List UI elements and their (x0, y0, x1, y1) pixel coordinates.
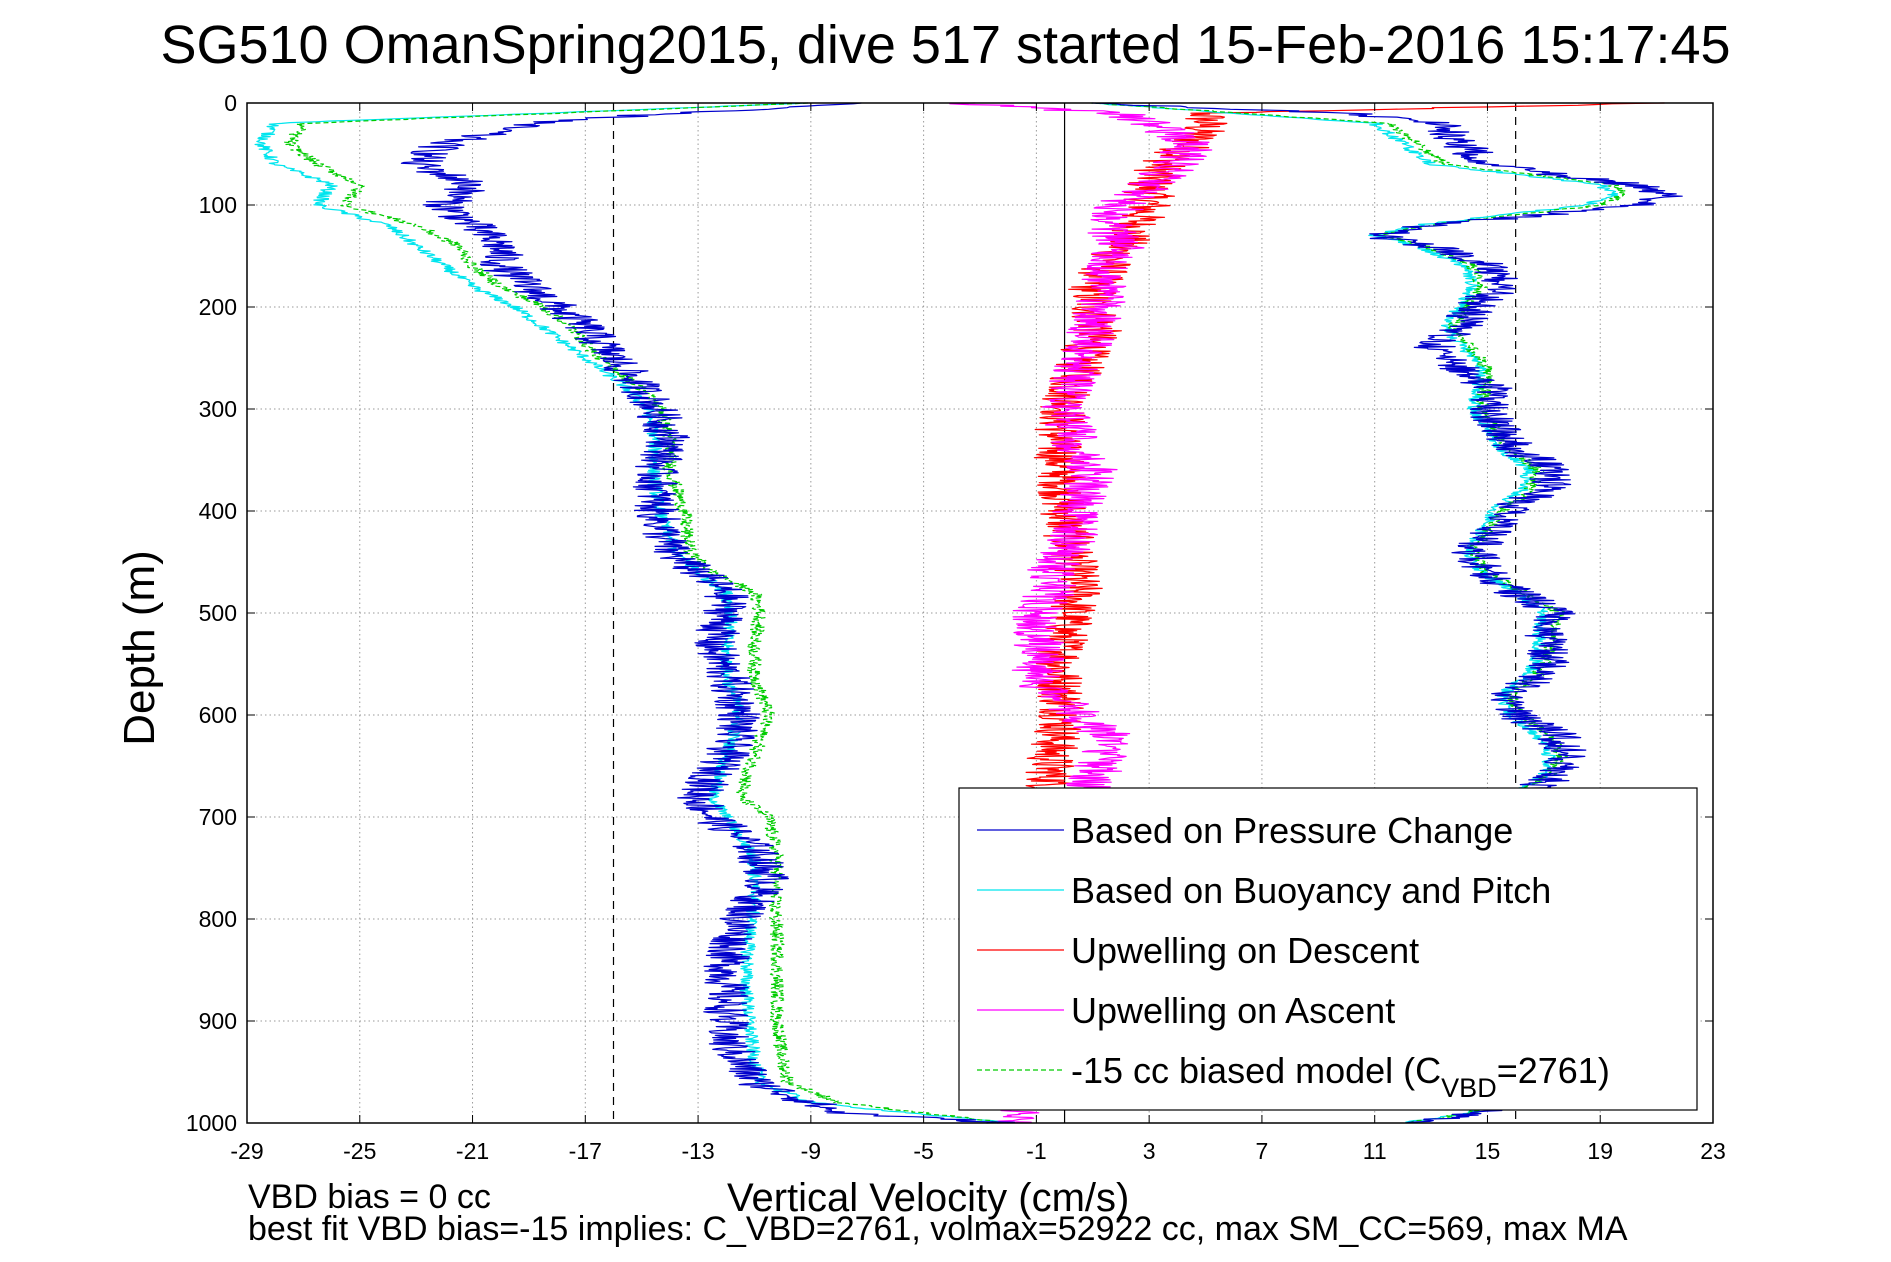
legend-label-subscript: VBD (1441, 1073, 1497, 1103)
legend-label-part: =2761) (1497, 1050, 1610, 1091)
series-line-buoyancy-descent (254, 102, 1009, 1124)
x-tick-label: 15 (1475, 1138, 1501, 1164)
series-line-model-descent (284, 102, 1007, 1124)
y-tick-label: 800 (199, 906, 237, 932)
y-axis-label: Depth (m) (115, 550, 164, 746)
legend-box (958, 787, 1698, 1111)
x-axis-ticks: -29 -25 -21 -17 -13 -9 -5 -1 3 7 11 15 19 23 (230, 103, 1726, 1164)
x-tick-label: -25 (343, 1138, 376, 1164)
x-tick-label: 19 (1587, 1138, 1613, 1164)
footer-line-2: best fit VBD bias=-15 implies: C_VBD=276… (248, 1210, 1628, 1248)
x-tick-label: -29 (230, 1138, 263, 1164)
legend-label-descent: Upwelling on Descent (1071, 930, 1419, 971)
x-tick-label: 11 (1363, 1138, 1387, 1164)
y-tick-label: 700 (199, 804, 237, 830)
x-tick-label: -9 (801, 1138, 821, 1164)
y-tick-label: 500 (199, 600, 237, 626)
x-tick-label: -21 (456, 1138, 489, 1164)
y-tick-label: 900 (199, 1008, 237, 1034)
y-axis-ticks: 0 100 200 300 400 500 600 700 800 900 1000 (186, 90, 1713, 1136)
x-tick-label: -5 (913, 1138, 933, 1164)
x-tick-label: 3 (1143, 1138, 1156, 1164)
legend-label-pressure: Based on Pressure Change (1071, 810, 1513, 851)
y-tick-label: 200 (199, 294, 237, 320)
chart-title: SG510 OmanSpring2015, dive 517 started 1… (160, 15, 1731, 75)
y-tick-label: 400 (199, 498, 237, 524)
x-tick-label: 7 (1256, 1138, 1269, 1164)
x-axis-label: Vertical Velocity (cm/s) (727, 1176, 1130, 1220)
legend-label-buoyancy: Based on Buoyancy and Pitch (1071, 870, 1551, 911)
x-tick-label: 23 (1700, 1138, 1726, 1164)
legend-label-model: -15 cc biased model (CVBD=2761) (1071, 1050, 1610, 1103)
legend-label-part: -15 cc biased model (C (1071, 1050, 1441, 1091)
y-tick-label: 100 (199, 192, 237, 218)
y-tick-label: 1000 (186, 1110, 237, 1136)
footer-line-1: VBD bias = 0 cc (248, 1178, 491, 1216)
y-tick-label: 600 (199, 702, 237, 728)
y-tick-label: 300 (199, 396, 237, 422)
legend-label-ascent: Upwelling on Ascent (1071, 990, 1395, 1031)
legend: Based on Pressure Change Based on Buoyanc… (958, 787, 1698, 1111)
y-tick-label: 0 (224, 90, 237, 116)
x-tick-label: -17 (569, 1138, 602, 1164)
series-line-pressure-descent (400, 102, 1016, 1124)
x-tick-label: -1 (1026, 1138, 1046, 1164)
x-tick-label: -13 (681, 1138, 714, 1164)
